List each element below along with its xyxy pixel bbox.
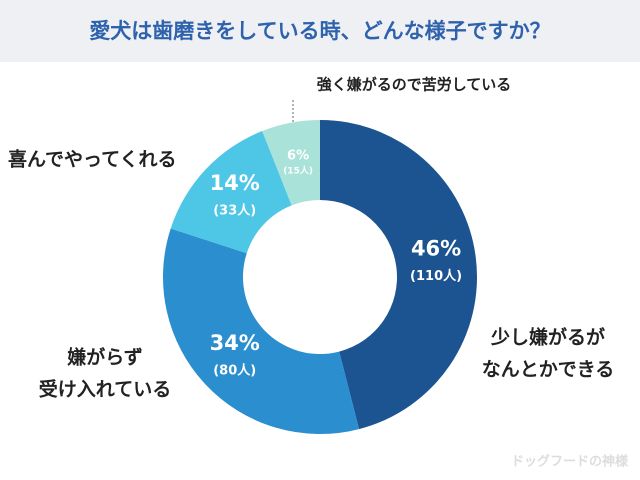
chart-title: 愛犬は歯磨きをしている時、どんな様子ですか？ <box>89 19 550 43</box>
category-label: 少し嫌がるが <box>490 326 605 349</box>
count-label: (80人) <box>213 363 256 379</box>
value-label: 46% <box>411 236 461 260</box>
count-label: (15人) <box>283 165 313 177</box>
count-label: (33人) <box>213 202 256 218</box>
category-label: なんとかできる <box>482 359 615 381</box>
title-bar <box>0 0 640 62</box>
donut-slice <box>170 131 292 254</box>
donut-slice <box>262 120 320 206</box>
category-label: 嫌がらず <box>67 346 143 369</box>
donut-slice <box>162 228 360 434</box>
category-label: 喜んでやってくれる <box>8 149 177 171</box>
count-label: (110人) <box>410 268 462 284</box>
value-label: 6% <box>287 149 309 164</box>
category-label: 強く嫌がるので苦労している <box>317 76 512 94</box>
value-label: 14% <box>210 171 260 195</box>
donut-slice <box>320 120 478 430</box>
watermark: ドッグフードの神様 <box>511 454 629 470</box>
category-label: 受け入れている <box>39 378 171 401</box>
value-label: 34% <box>210 331 260 355</box>
